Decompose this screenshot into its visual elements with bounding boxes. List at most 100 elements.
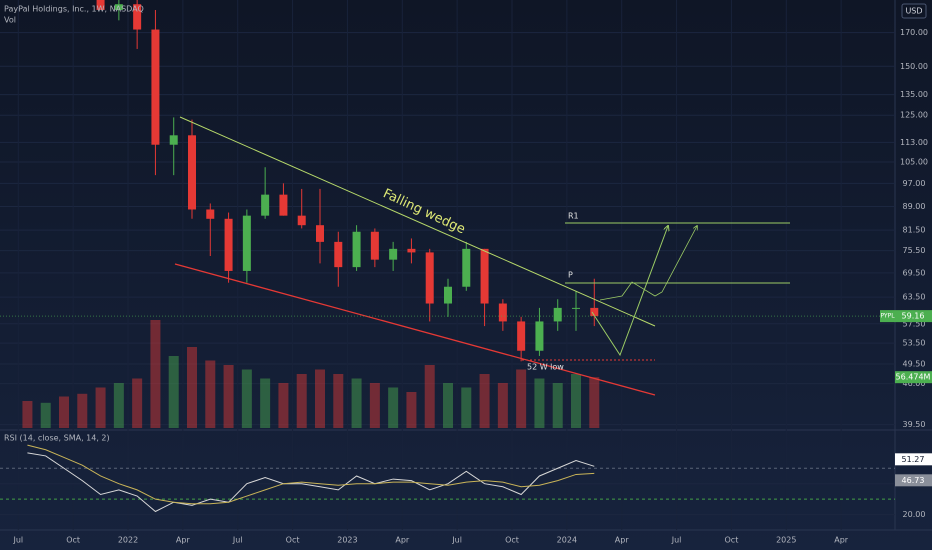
annotation: P — [568, 271, 573, 280]
candle-body — [96, 0, 105, 10]
x-tick-label: Jul — [232, 536, 243, 545]
candle-body — [572, 307, 580, 309]
candle-body — [590, 307, 599, 317]
volume-bar — [296, 374, 307, 428]
volume-bar — [59, 396, 69, 428]
candle-body — [261, 194, 270, 216]
y-tick-label: 81.50 — [903, 226, 926, 235]
candle-body — [444, 286, 452, 304]
y-tick-label: 46.00 — [903, 379, 926, 388]
volume-bar — [534, 378, 545, 428]
rsi-value-label: 46.73 — [902, 476, 925, 485]
volume-bar — [113, 383, 124, 428]
candle-body — [279, 194, 288, 216]
rsi-tick-label: 20.00 — [903, 510, 926, 519]
volume-bar — [424, 365, 435, 428]
x-tick-label: 2023 — [337, 536, 357, 545]
x-tick-label: Apr — [176, 536, 191, 545]
rsi-line — [27, 452, 595, 513]
volume-bar — [571, 374, 581, 428]
y-tick-label: 97.00 — [903, 179, 926, 188]
volume-bar — [40, 402, 51, 428]
volume-title: Vol — [4, 16, 16, 25]
x-tick-label: Jul — [12, 536, 23, 545]
candle-body — [352, 231, 361, 268]
candle-body — [169, 135, 178, 145]
currency: USD — [905, 7, 922, 16]
y-tick-label: 57.50 — [903, 319, 926, 328]
candle-body — [389, 248, 398, 260]
volume-bar — [552, 383, 563, 428]
volume-bar — [95, 387, 106, 428]
rsi-value-label: 51.27 — [902, 455, 925, 464]
annotation: 52 W low — [527, 363, 564, 372]
candle-body — [114, 4, 123, 10]
candle-body — [480, 248, 489, 304]
volume-bar — [132, 378, 143, 428]
y-tick-label: 75.50 — [903, 246, 926, 255]
volume-bar — [351, 378, 362, 428]
x-tick-label: 2024 — [557, 536, 577, 545]
y-tick-label: 69.50 — [903, 268, 926, 277]
y-tick-label: 125.00 — [900, 111, 928, 120]
volume-bar — [22, 401, 33, 428]
volume-label-box — [895, 371, 932, 384]
volume-bar — [150, 320, 161, 428]
candle-body — [334, 241, 343, 268]
wedge-upper — [179, 116, 656, 327]
x-tick-label: Apr — [615, 536, 630, 545]
volume-bar — [589, 377, 600, 428]
y-tick-label: 135.00 — [900, 90, 928, 99]
y-tick-label: 150.00 — [900, 62, 928, 71]
candle-body — [370, 231, 379, 260]
volume-bar — [461, 387, 472, 428]
volume-bar — [223, 365, 234, 428]
candle-body — [133, 4, 142, 30]
y-tick-label: 89.00 — [903, 202, 926, 211]
volume-bar — [260, 378, 271, 428]
volume-bar — [369, 383, 380, 428]
price-box — [895, 310, 932, 323]
candle-body — [242, 215, 251, 271]
volume-bar — [241, 369, 252, 428]
volume-bar — [406, 392, 417, 428]
volume-bar — [443, 383, 453, 428]
volume-bar — [479, 374, 490, 428]
x-tick-label: Oct — [725, 536, 739, 545]
x-tick-label: Oct — [286, 536, 300, 545]
x-tick-label: Oct — [66, 536, 80, 545]
y-tick-label: 39.50 — [903, 420, 926, 429]
symbol-box — [880, 310, 895, 323]
candle-body — [206, 209, 215, 219]
volume-bar — [388, 387, 399, 428]
x-tick-label: 2022 — [118, 536, 138, 545]
candle-body — [297, 215, 306, 226]
x-tick-label: Jul — [451, 536, 462, 545]
rsi-value-box — [895, 453, 932, 466]
volume-bar — [168, 356, 179, 428]
candle-body — [498, 303, 507, 322]
candle-body — [316, 225, 324, 242]
y-tick-label: 113.00 — [900, 138, 928, 147]
y-tick-label: 63.50 — [903, 293, 926, 302]
x-tick-label: Oct — [505, 536, 519, 545]
rsi-value-box — [895, 474, 932, 487]
annotation: R1 — [568, 212, 579, 221]
rsi-line — [27, 444, 595, 505]
volume-bar — [187, 347, 197, 428]
candle-body — [407, 248, 416, 253]
volume-bar — [77, 393, 88, 428]
volume-label: 56.474M — [896, 373, 931, 382]
currency-box[interactable] — [901, 3, 927, 19]
y-tick-label: 49.50 — [903, 359, 926, 368]
volume-bar — [497, 383, 508, 428]
volume-bar — [315, 369, 325, 428]
wedge-lower — [174, 263, 656, 396]
candle-body — [425, 252, 434, 304]
candle-body — [535, 321, 544, 351]
x-tick-label: Apr — [395, 536, 410, 545]
volume-bar — [278, 383, 289, 428]
price-label: 59.16 — [902, 312, 925, 321]
candle-body — [224, 218, 233, 271]
